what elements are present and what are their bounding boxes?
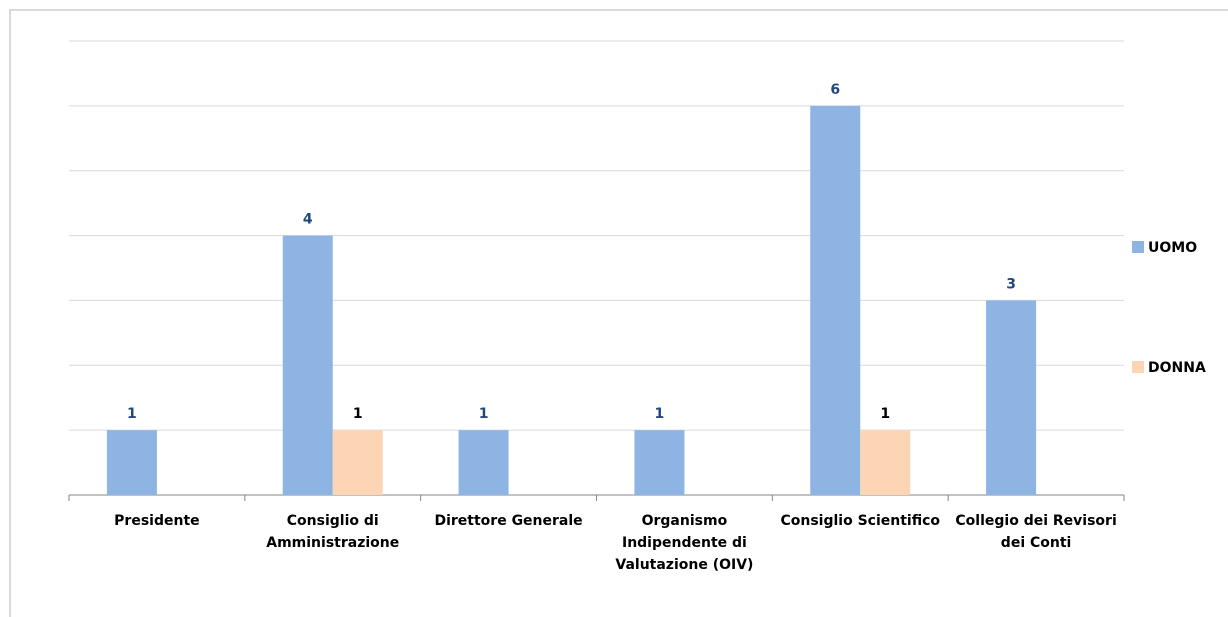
data-label: 1 (655, 406, 665, 422)
bar (986, 300, 1037, 495)
x-tick-label: Consiglio di Amministrazione (266, 513, 399, 551)
legend-label: DONNA (1148, 360, 1206, 376)
bar (810, 105, 861, 495)
data-label: 6 (830, 82, 840, 98)
x-tick-label: Direttore Generale (434, 513, 582, 529)
data-label: 4 (303, 212, 313, 228)
bar (458, 430, 509, 495)
bar (332, 430, 383, 495)
data-label: 1 (479, 406, 489, 422)
bar (282, 235, 333, 496)
x-tick-label: Presidente (114, 513, 199, 529)
data-label: 1 (127, 406, 137, 422)
data-label: 1 (353, 406, 363, 422)
legend-swatch (1132, 241, 1144, 253)
x-tick-label: Collegio dei Revisori dei Conti (955, 513, 1116, 551)
bar (634, 430, 685, 495)
legend-label: UOMO (1148, 240, 1197, 256)
legend-swatch (1132, 361, 1144, 373)
data-label: 1 (880, 406, 890, 422)
data-label: 3 (1006, 276, 1016, 292)
chart-frame (9, 9, 1228, 617)
bar (106, 430, 157, 495)
x-tick-label: Consiglio Scientifico (780, 513, 940, 529)
bar (860, 430, 911, 495)
x-tick-label: Organismo Indipendente di Valutazione (OIV… (615, 513, 753, 573)
